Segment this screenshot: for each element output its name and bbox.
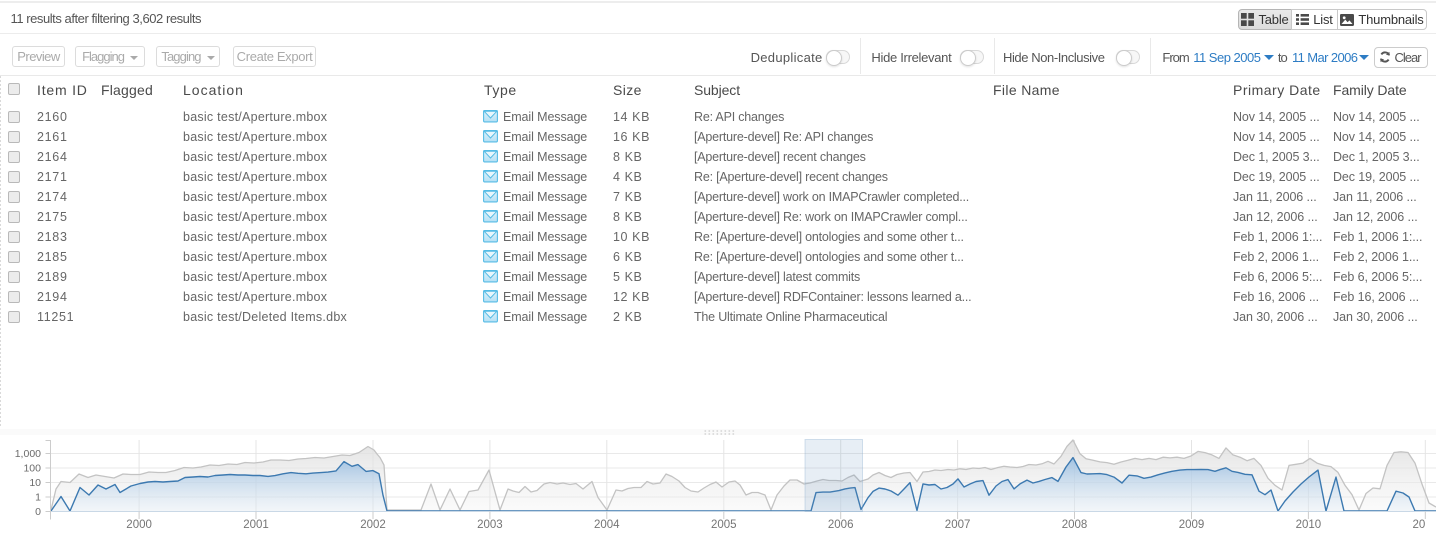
svg-text:2003: 2003 xyxy=(477,519,503,531)
svg-text:2001: 2001 xyxy=(243,519,269,531)
svg-text:2005: 2005 xyxy=(711,519,737,531)
svg-text:2002: 2002 xyxy=(360,519,386,531)
svg-text:20: 20 xyxy=(1413,519,1426,531)
svg-text:10: 10 xyxy=(29,477,41,489)
svg-text:2000: 2000 xyxy=(126,519,152,531)
svg-text:1,000: 1,000 xyxy=(15,448,41,460)
svg-text:100: 100 xyxy=(23,463,41,475)
svg-text:2008: 2008 xyxy=(1062,519,1088,531)
svg-text:1: 1 xyxy=(35,492,41,504)
svg-text:2004: 2004 xyxy=(594,519,620,531)
svg-text:0: 0 xyxy=(35,506,41,518)
svg-text:2010: 2010 xyxy=(1296,519,1322,531)
svg-text:2007: 2007 xyxy=(945,519,971,531)
svg-text:2009: 2009 xyxy=(1179,519,1205,531)
svg-text:2006: 2006 xyxy=(828,519,854,531)
